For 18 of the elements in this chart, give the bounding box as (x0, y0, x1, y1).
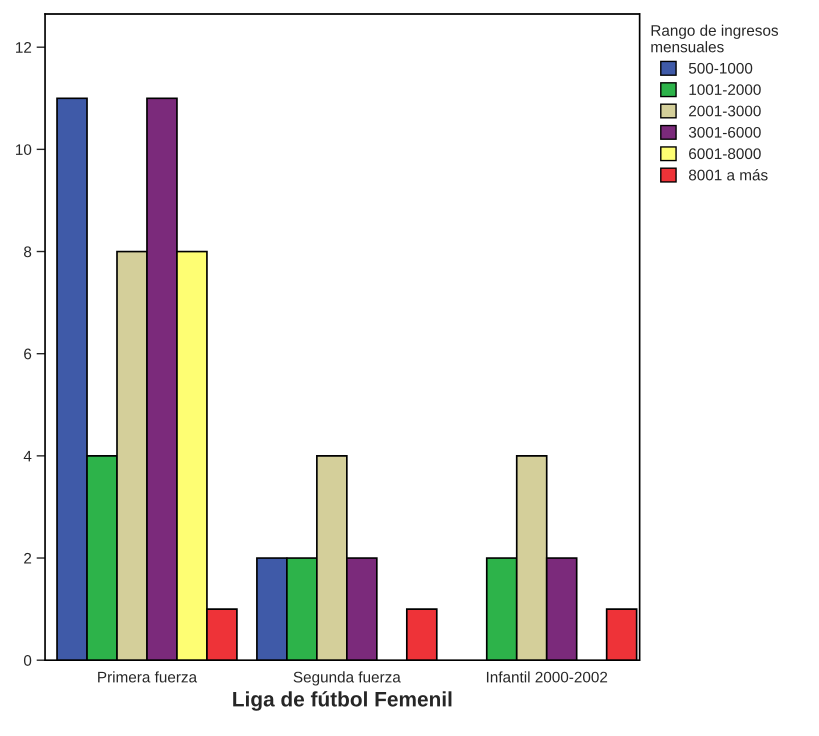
legend-label: 3001-6000 (688, 126, 761, 138)
legend-label: 1001-2000 (689, 84, 761, 96)
y-tick-label: 2 (24, 552, 32, 564)
legend-label: 8001 a más (688, 169, 768, 180)
y-tick-label: 10 (16, 144, 32, 156)
y-tick-label: 8 (24, 246, 32, 258)
x-tick-label: Primera fuerza (98, 671, 198, 683)
y-tick-label: 0 (24, 655, 32, 666)
y-tick-label: 6 (24, 348, 32, 360)
x-axis-title: Liga de fútbol Femenil (233, 691, 452, 711)
y-tick-label: 4 (24, 450, 32, 462)
legend-title: Rango de ingresos mensuales (651, 24, 778, 52)
y-tick-label: 12 (16, 42, 32, 53)
x-tick-label: Infantil 2000-2002 (486, 671, 608, 683)
legend-label: 500-1000 (688, 62, 752, 74)
legend-label: 2001-3000 (689, 106, 761, 116)
x-tick-label: Segunda fuerza (294, 671, 401, 686)
legend-label: 6001-8000 (689, 148, 761, 160)
